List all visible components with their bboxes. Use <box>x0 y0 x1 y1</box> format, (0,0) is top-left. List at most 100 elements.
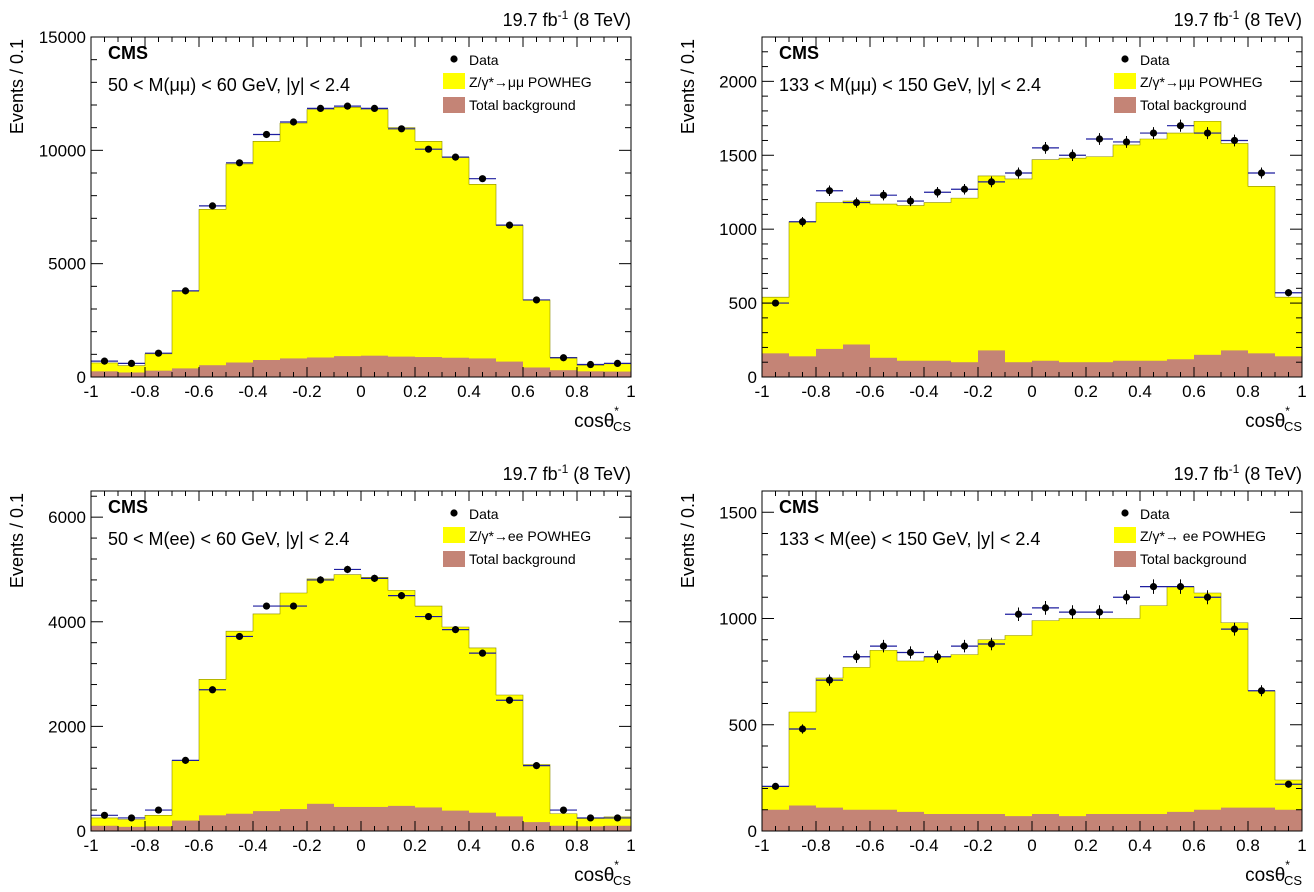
background-bar <box>1059 816 1086 831</box>
data-point <box>1149 129 1158 137</box>
x-tick-label: 0.4 <box>1128 382 1152 401</box>
data-point <box>1149 583 1158 591</box>
background-bar <box>415 807 442 831</box>
legend-signal-label: Z/γ*→ ee POWHEG <box>1140 528 1266 544</box>
data-point <box>451 626 460 634</box>
background-bar <box>1275 809 1302 831</box>
data-point <box>1068 151 1077 159</box>
background-bar <box>1194 354 1221 377</box>
data-point <box>424 612 433 621</box>
data-point <box>1203 129 1212 137</box>
signal-bar <box>334 574 361 831</box>
y-tick-label: 6000 <box>48 508 86 527</box>
background-bar <box>280 358 307 377</box>
signal-bar <box>1167 133 1194 377</box>
x-tick-label: 0.8 <box>565 836 589 855</box>
x-tick-label: -0.4 <box>238 382 267 401</box>
signal-bar <box>870 204 897 377</box>
data-point <box>370 574 379 582</box>
x-tick-label: -0.2 <box>963 836 992 855</box>
background-bar <box>1005 816 1032 831</box>
data-point <box>613 359 622 367</box>
x-tick-label: -1 <box>83 836 98 855</box>
y-tick-label: 10000 <box>39 141 86 160</box>
data-point <box>451 153 460 161</box>
background-bar <box>924 814 951 831</box>
signal-bar <box>280 123 307 377</box>
signal-bar <box>1221 622 1248 831</box>
data-point <box>1041 144 1050 152</box>
legend-data-marker <box>1121 509 1129 517</box>
chart-panel-3: -1 -0.8 -0.6 -0.4 -0.2 0 0.2 0.4 0.6 0.8 1 0 2000 400… <box>7 462 636 888</box>
signal-bar <box>280 593 307 831</box>
legend-background-label: Total background <box>1140 97 1247 113</box>
lumi-label: 19.7 fb-1 (8 TeV) <box>1174 462 1302 484</box>
data-point <box>208 686 217 694</box>
signal-bar <box>118 819 145 831</box>
signal-bar <box>897 661 924 831</box>
background-bar <box>897 360 924 377</box>
legend-data-label: Data <box>469 52 499 68</box>
x-tick-label: 1 <box>626 382 635 401</box>
x-tick-label: 0.2 <box>1074 836 1098 855</box>
y-tick-label: 2000 <box>48 717 86 736</box>
x-tick-label: -1 <box>754 836 769 855</box>
data-point <box>559 354 568 362</box>
y-tick-label: 1500 <box>719 146 757 165</box>
signal-bar <box>1194 593 1221 831</box>
x-tick-label: 0 <box>356 382 365 401</box>
signal-bar <box>172 290 199 377</box>
background-bar <box>816 807 843 831</box>
data-point <box>613 814 622 822</box>
x-tick-label: 1 <box>626 836 635 855</box>
signal-bar <box>361 577 388 831</box>
data-point <box>208 202 217 210</box>
signal-bar <box>1248 186 1275 377</box>
data-point <box>1095 608 1104 616</box>
background-bar <box>762 809 789 831</box>
data-point <box>343 102 352 110</box>
signal-bar <box>415 606 442 831</box>
data-point <box>127 359 136 367</box>
signal-bar <box>307 578 334 831</box>
data-point <box>1284 289 1293 297</box>
selection-label: 133 < M(ee) < 150 GeV, |y| < 2.4 <box>779 529 1040 549</box>
y-tick-label: 15000 <box>39 28 86 47</box>
background-bar <box>253 811 280 831</box>
x-tick-label: 0.6 <box>1182 836 1206 855</box>
data-point <box>100 357 109 365</box>
signal-bar <box>951 198 978 377</box>
data-point <box>1122 138 1131 146</box>
background-bar <box>978 814 1005 831</box>
data-point <box>100 811 109 819</box>
background-bar <box>172 820 199 831</box>
background-bar <box>496 816 523 831</box>
legend-background-swatch <box>1114 551 1136 567</box>
data-point <box>532 296 541 304</box>
data-point <box>478 175 487 183</box>
background-bar <box>762 353 789 377</box>
background-bar <box>226 362 253 377</box>
data-point <box>586 814 595 822</box>
data-point <box>879 642 888 650</box>
y-tick-label: 0 <box>77 822 86 841</box>
background-bar <box>253 360 280 377</box>
signal-bar <box>415 141 442 377</box>
signal-bar <box>816 202 843 377</box>
cms-label: CMS <box>779 43 819 63</box>
background-bar <box>843 344 870 377</box>
x-tick-label: 0 <box>1027 382 1036 401</box>
x-axis-label: cosθ* CS <box>574 404 631 434</box>
data-point <box>933 653 942 661</box>
background-bar <box>1248 807 1275 831</box>
chart-panel-1: -1 -0.8 -0.6 -0.4 -0.2 0 0.2 0.4 0.6 0.8 1 0 5000 100… <box>7 8 636 434</box>
signal-bar <box>442 627 469 831</box>
data-point <box>289 118 298 126</box>
data-point <box>906 197 915 205</box>
x-tick-label: -0.2 <box>292 836 321 855</box>
y-tick-label: 2000 <box>719 72 757 91</box>
signal-bar <box>816 678 843 831</box>
legend-background-label: Total background <box>469 97 576 113</box>
x-tick-label: 0.6 <box>511 382 535 401</box>
signal-bar <box>978 175 1005 377</box>
